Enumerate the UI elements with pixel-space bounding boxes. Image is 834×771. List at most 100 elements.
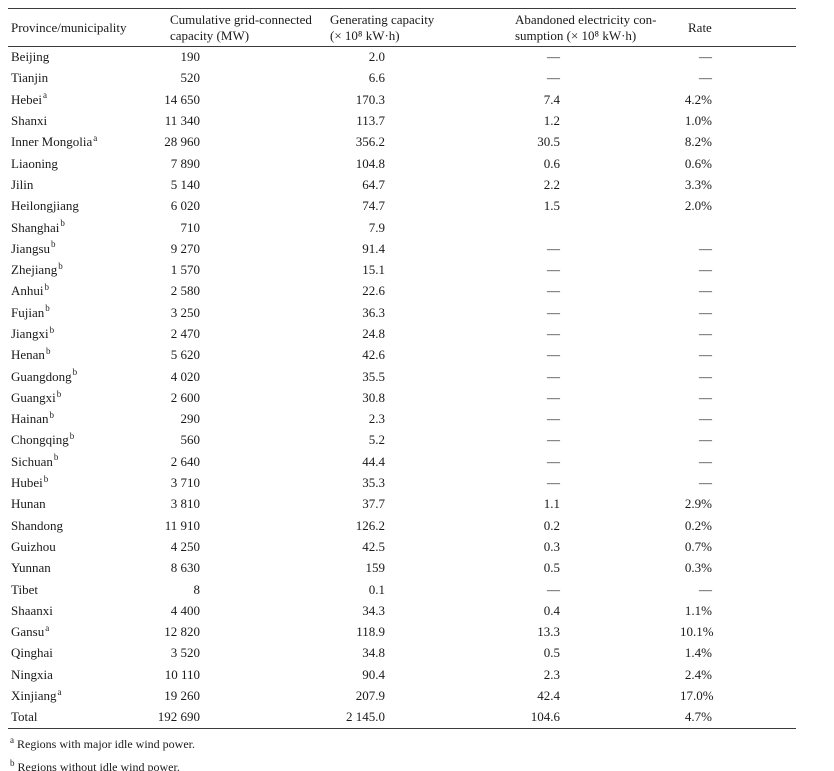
footnote-a-text: Regions with major idle wind power. <box>17 737 195 751</box>
table-row: Zhejiangb 1 570 15.1 — — <box>8 259 796 280</box>
rate-cell: — <box>699 70 712 86</box>
abandoned-cell: — <box>547 283 560 299</box>
province-cell: Sichuanb <box>11 452 59 469</box>
rate-cell: 1.4% <box>684 645 712 661</box>
abandoned-cell: — <box>547 304 560 320</box>
generating-cell: 64.7 <box>362 176 385 192</box>
col-header-abandoned-line1: Abandoned electricity con- <box>515 11 657 27</box>
footnote-marker: b <box>72 367 78 378</box>
abandoned-cell: 1.2 <box>543 113 560 129</box>
province-cell: Guangdongb <box>11 367 78 384</box>
rate-cell <box>680 217 796 238</box>
province-cell: Total <box>11 709 38 725</box>
table-row: Guizhou 4 250 42.5 0.3 0.7% <box>8 536 796 557</box>
header-row: Province/municipality Cumulative grid-co… <box>8 9 796 47</box>
rate-cell: — <box>699 326 712 341</box>
generating-cell: 15.1 <box>362 262 385 278</box>
generating-cell: 35.3 <box>362 475 385 491</box>
rate-cell: 4.7% <box>684 709 712 725</box>
footnote-marker: b <box>49 324 55 335</box>
capacity-cell: 560 <box>180 432 201 448</box>
col-header-province: Province/municipality <box>8 9 148 47</box>
capacity-cell: 4 020 <box>170 368 200 384</box>
rate-cell: 3.3% <box>684 176 712 192</box>
rate-cell: — <box>699 411 712 427</box>
table-body: Beijing 190 2.0 — — Tianjin 520 6.6 — — Hebeia 14 6… <box>8 47 796 729</box>
table-row: Qinghai 3 520 34.8 0.5 1.4% <box>8 643 796 664</box>
capacity-cell: 14 650 <box>164 91 200 107</box>
footnote-marker: b <box>53 452 59 463</box>
capacity-cell: 2 600 <box>170 389 200 405</box>
capacity-cell: 520 <box>180 70 201 86</box>
col-header-capacity-line2: capacity (MW) <box>170 27 250 43</box>
rate-cell: — <box>699 453 712 469</box>
capacity-cell: 3 250 <box>170 304 200 320</box>
footnote-marker: b <box>51 239 56 250</box>
footnote-marker: a <box>45 622 50 633</box>
col-header-generating: Generating capacity (× 10⁸ kW·h) <box>325 9 510 47</box>
footnotes: a Regions with major idle wind power. b Re… <box>10 735 195 771</box>
col-header-rate: Rate <box>680 9 796 47</box>
capacity-cell: 1 570 <box>170 262 200 278</box>
province-cell: Fujianb <box>11 303 50 320</box>
col-header-capacity-line1: Cumulative grid-connected <box>170 11 312 27</box>
table-row: Shandong 11 910 126.2 0.2 0.2% <box>8 515 796 536</box>
generating-cell: 30.8 <box>362 389 385 405</box>
generating-cell: 0.1 <box>368 581 385 597</box>
abandoned-cell: — <box>547 475 560 491</box>
footnote-marker: a <box>93 133 98 143</box>
abandoned-cell: 1.1 <box>543 496 560 512</box>
generating-cell: 118.9 <box>356 624 385 640</box>
province-cell: Tianjin <box>11 70 49 86</box>
province-cell: Hunan <box>11 496 46 512</box>
generating-cell: 2 145.0 <box>346 709 385 725</box>
province-cell: Heilongjiang <box>11 198 79 214</box>
province-cell: Shanxi <box>11 113 48 129</box>
province-cell: Guizhou <box>11 538 56 554</box>
generating-cell: 6.6 <box>368 70 385 86</box>
col-header-province-label: Province/municipality <box>11 19 127 35</box>
abandoned-cell: 13.3 <box>537 624 560 640</box>
col-header-generating-line2: (× 10⁸ kW·h) <box>330 27 400 43</box>
rate-cell: 1.1% <box>684 602 712 618</box>
rate-cell: 2.0% <box>684 198 712 214</box>
generating-cell: 91.4 <box>362 240 385 256</box>
capacity-cell: 28 960 <box>164 134 200 150</box>
rate-cell: — <box>699 368 712 384</box>
table-row: Sichuanb 2 640 44.4 — — <box>8 451 796 472</box>
footnote-marker: b <box>60 218 65 229</box>
generating-cell: 42.5 <box>362 538 385 554</box>
rate-cell: 10.1% <box>680 624 714 640</box>
capacity-cell: 3 810 <box>170 496 200 512</box>
rate-cell: 0.7% <box>684 538 712 554</box>
capacity-cell: 11 910 <box>164 517 200 533</box>
rate-cell: — <box>699 49 712 65</box>
abandoned-cell: — <box>547 389 560 405</box>
capacity-cell: 8 <box>193 581 201 597</box>
province-cell: Chongqingb <box>11 431 75 448</box>
capacity-cell: 10 110 <box>164 666 200 682</box>
abandoned-cell: — <box>547 326 560 341</box>
rate-cell: 4.2% <box>684 91 712 107</box>
province-cell: Shandong <box>11 517 63 533</box>
table-row: Hebeia 14 650 170.3 7.4 4.2% <box>8 89 796 110</box>
abandoned-cell: 0.6 <box>543 155 560 171</box>
table-row: Ningxia 10 110 90.4 2.3 2.4% <box>8 664 796 685</box>
capacity-cell: 2 580 <box>170 283 200 299</box>
capacity-cell: 7 890 <box>170 155 200 171</box>
table-row: Shanghaib 710 7.9 <box>8 217 796 238</box>
table-row: Hunan 3 810 37.7 1.1 2.9% <box>8 494 796 515</box>
abandoned-cell: — <box>547 411 560 427</box>
capacity-cell: 8 630 <box>170 560 200 576</box>
capacity-cell: 2 470 <box>170 326 200 341</box>
capacity-cell: 710 <box>180 219 201 235</box>
rate-cell: 8.2% <box>684 134 712 150</box>
generating-cell: 113.7 <box>356 113 385 129</box>
generating-cell: 35.5 <box>362 368 385 384</box>
rate-cell: — <box>699 283 712 299</box>
table-row: Guangdongb 4 020 35.5 — — <box>8 366 796 387</box>
table-row: Shanxi 11 340 113.7 1.2 1.0% <box>8 110 796 131</box>
footnote-a-marker: a <box>10 735 14 745</box>
generating-cell: 90.4 <box>362 666 385 682</box>
generating-cell: 170.3 <box>355 91 385 107</box>
